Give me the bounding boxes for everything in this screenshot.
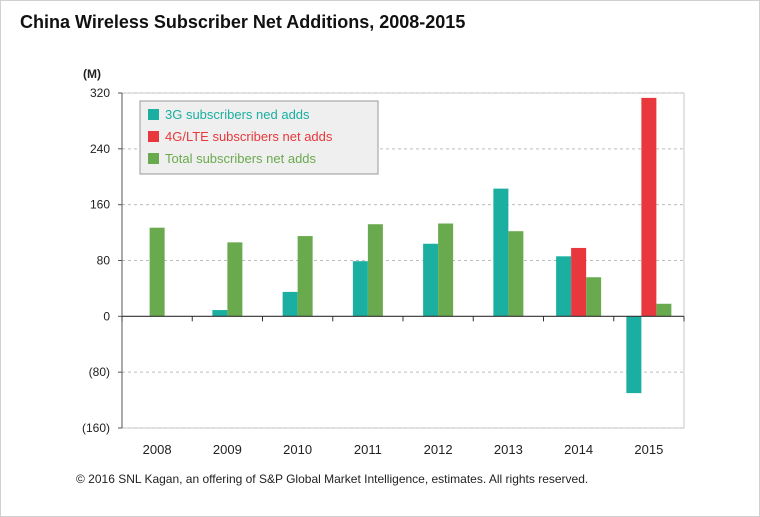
x-tick-label: 2011 (354, 442, 382, 457)
y-tick-label: 320 (90, 86, 110, 100)
bar-2015-series-3 (656, 303, 672, 317)
y-axis-unit-label: (M) (83, 67, 101, 81)
legend-swatch (148, 109, 159, 120)
x-tick-label: 2008 (143, 442, 172, 457)
bar-2010-series-3 (297, 236, 313, 317)
x-tick-label: 2013 (494, 442, 523, 457)
legend-swatch (148, 153, 159, 164)
legend-label: 3G subscribers ned adds (165, 107, 310, 122)
bar-2012-series-3 (438, 223, 454, 317)
bar-2011-series-1 (352, 261, 368, 317)
x-tick-label: 2010 (283, 442, 312, 457)
y-tick-label: 160 (90, 198, 110, 212)
bar-2011-series-3 (367, 224, 383, 317)
bar-2009-series-1 (212, 310, 228, 317)
x-tick-label: 2015 (634, 442, 663, 457)
legend-box (139, 100, 379, 175)
copyright-footer: © 2016 SNL Kagan, an offering of S&P Glo… (76, 472, 589, 486)
bar-2010-series-1 (282, 291, 298, 317)
bar-2014-series-3 (586, 277, 602, 317)
bar-2013-series-3 (508, 231, 524, 317)
legend-swatch (148, 131, 159, 142)
legend: 3G subscribers ned adds 4G/LTE subscriber… (139, 100, 379, 175)
x-tick-label: 2012 (424, 442, 453, 457)
bar-2013-series-1 (493, 188, 509, 317)
y-tick-label: (160) (82, 421, 110, 435)
chart-title: China Wireless Subscriber Net Additions,… (20, 12, 466, 32)
bar-2012-series-1 (423, 243, 439, 317)
bar-2014-series-2 (571, 247, 587, 317)
y-tick-label: (80) (89, 365, 110, 379)
bar-2015-series-1 (626, 316, 642, 394)
bar-2014-series-1 (556, 256, 572, 317)
y-tick-label: 0 (103, 309, 110, 323)
bars (149, 97, 672, 394)
y-tick-label: 240 (90, 142, 110, 156)
y-tick-label: 80 (97, 254, 111, 268)
legend-label: Total subscribers net adds (165, 151, 317, 166)
x-tick-label: 2014 (564, 442, 593, 457)
bar-2008-series-3 (149, 227, 165, 317)
x-tick-label: 2009 (213, 442, 242, 457)
bar-2015-series-2 (641, 97, 657, 317)
bar-2009-series-3 (227, 242, 243, 317)
axes: 320 240 160 80 0 (80) (160) (M) 2008 2009 2010 2011… (82, 67, 685, 457)
legend-label: 4G/LTE subscribers net adds (165, 129, 333, 144)
